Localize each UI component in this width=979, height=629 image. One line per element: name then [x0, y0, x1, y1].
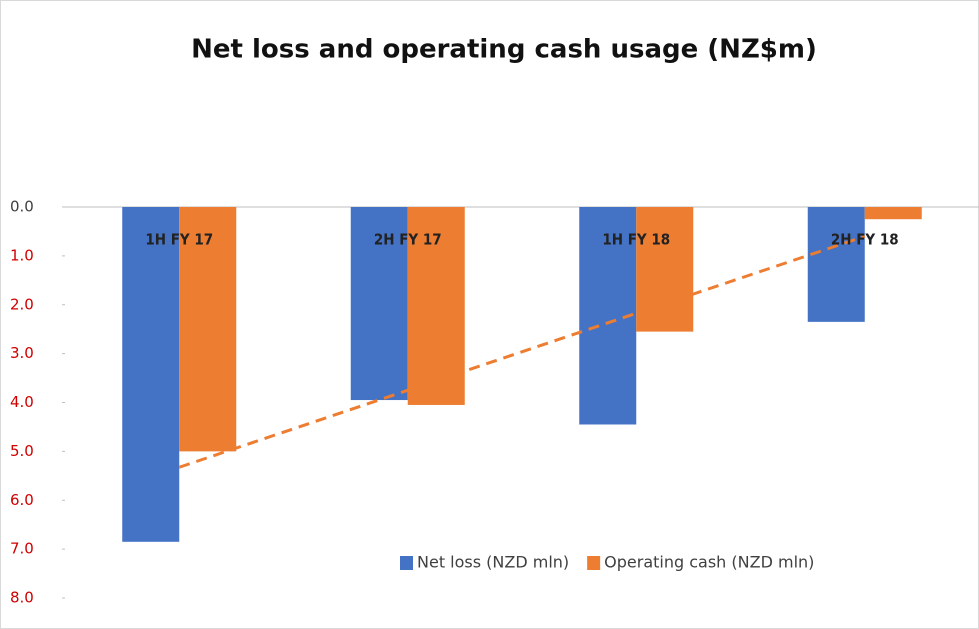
- chart-title: Net loss and operating cash usage (NZ$m): [191, 35, 817, 65]
- trendline: [178, 234, 866, 469]
- bar: [864, 207, 922, 220]
- x-tick-label: 1H FY 18: [602, 231, 670, 249]
- y-tick-label: 8.0: [10, 589, 34, 607]
- legend-label: Net loss (NZD mln): [417, 553, 569, 572]
- legend-label: Operating cash (NZD mln): [604, 553, 814, 572]
- y-tick-label: 3.0: [10, 344, 34, 362]
- y-tick-label: 5.0: [10, 442, 34, 460]
- bar: [350, 207, 408, 401]
- bar: [807, 207, 865, 322]
- legend-swatch: [587, 556, 601, 570]
- y-tick-label: 4.0: [10, 393, 34, 411]
- y-tick-label: 1.0: [10, 246, 34, 264]
- bar: [407, 207, 465, 405]
- y-tick-label: 2.0: [10, 295, 34, 313]
- legend-swatch: [400, 556, 413, 570]
- bar: [122, 207, 180, 542]
- x-tick-label: 2H FY 17: [374, 231, 442, 249]
- x-tick-label: 2H FY 18: [831, 231, 899, 249]
- x-tick-label: 1H FY 17: [145, 231, 213, 249]
- y-tick-label: 0.0: [10, 198, 34, 216]
- y-tick-label: 7.0: [10, 540, 34, 558]
- y-tick-label: 6.0: [10, 491, 34, 509]
- bar: [636, 207, 694, 332]
- bar: [179, 207, 237, 452]
